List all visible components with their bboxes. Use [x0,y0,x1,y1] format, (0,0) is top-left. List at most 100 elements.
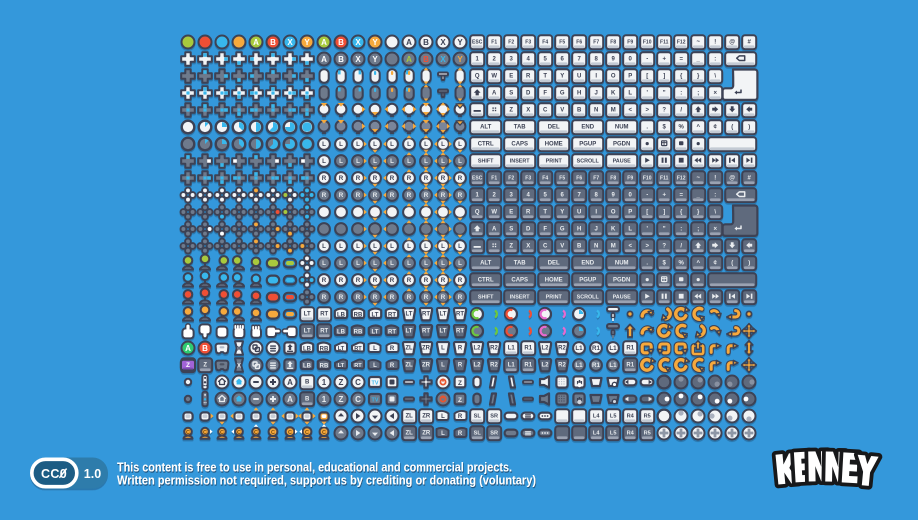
svg-text:ZR: ZR [422,345,431,351]
svg-text:L: L [390,141,394,148]
svg-text:L: L [441,414,445,420]
svg-text:ALT: ALT [480,260,492,266]
svg-text:R1: R1 [592,345,600,352]
svg-text:ALT: ALT [480,124,492,130]
svg-text:LB: LB [337,312,346,318]
svg-text:S: S [509,226,513,232]
svg-text:ZL: ZL [406,413,414,419]
svg-text:K: K [611,90,616,96]
svg-text:SCROLL: SCROLL [577,294,600,300]
svg-text:R: R [424,277,429,284]
svg-text:A: A [287,378,293,387]
svg-text:LT: LT [304,328,311,334]
svg-text:N: N [594,243,598,249]
svg-text:.: . [646,260,648,266]
svg-text:W: W [491,209,497,215]
svg-text:A: A [321,38,327,47]
svg-text:PRINT: PRINT [546,158,563,164]
svg-text:L: L [373,260,377,267]
svg-text:F6: F6 [576,175,582,181]
svg-text:X: X [526,107,530,113]
svg-text:C: C [543,243,548,249]
svg-text:L: L [322,141,326,148]
svg-text:SR: SR [490,430,498,436]
svg-text:F8: F8 [610,39,616,45]
svg-text:A: A [492,226,497,232]
svg-text:B: B [202,344,208,353]
svg-text:R: R [424,192,429,199]
svg-text:U: U [577,209,581,215]
svg-text:L: L [339,141,343,148]
svg-text:F: F [543,90,547,96]
svg-text:R4: R4 [627,413,635,419]
svg-text:L: L [373,141,377,148]
svg-text:L: L [441,362,445,368]
svg-text:R: R [373,277,378,284]
svg-text:LT: LT [406,328,413,334]
svg-text:B: B [305,379,310,385]
svg-text:@: @ [729,175,735,181]
svg-text:5: 5 [544,192,548,198]
svg-text:O: O [611,209,616,215]
svg-text:3: 3 [510,56,514,62]
svg-text:R: R [458,345,463,351]
svg-text:L: L [424,243,428,250]
svg-text:LT: LT [304,311,311,317]
svg-text:~: ~ [696,39,700,45]
svg-text:PGDN: PGDN [613,141,630,147]
svg-text:CTRL: CTRL [478,141,494,147]
svg-text:F10: F10 [643,39,652,45]
svg-text:R2: R2 [490,345,498,351]
svg-text:RT: RT [422,311,430,317]
svg-text:C: C [305,430,309,436]
svg-text:L: L [322,158,326,165]
svg-text:LT: LT [440,328,447,334]
svg-text:8: 8 [595,56,599,62]
svg-text:R2: R2 [490,362,498,368]
svg-text:INSERT: INSERT [510,294,530,300]
svg-text:R: R [390,192,395,199]
svg-text:PGUP: PGUP [579,141,596,147]
svg-text:R: R [373,294,378,301]
svg-text:]: ] [663,209,665,215]
svg-text:Z: Z [203,362,207,368]
svg-text:F9: F9 [627,175,633,181]
svg-text:{: { [680,73,683,79]
svg-text:ZL: ZL [405,345,413,351]
svg-text:SL: SL [474,430,482,436]
svg-text:P: P [628,209,632,215]
svg-text:R2: R2 [558,362,566,368]
svg-text:V: V [560,243,564,249]
svg-text:B: B [423,55,429,64]
svg-text:LT: LT [406,311,413,317]
svg-text:X: X [287,38,293,47]
svg-text::: : [680,90,682,96]
svg-text:X: X [355,55,361,64]
svg-text:A: A [406,38,412,47]
svg-text:R: R [390,363,395,369]
svg-text:RB: RB [320,346,329,352]
svg-text:R: R [322,192,327,199]
svg-text:×: × [713,226,717,232]
svg-text:F12: F12 [677,175,686,181]
svg-text:G: G [560,226,565,232]
svg-text:R: R [526,209,531,215]
svg-text:L: L [441,158,445,165]
svg-text:Y: Y [457,38,463,47]
svg-text:F3: F3 [525,175,531,181]
svg-text:L: L [373,158,377,165]
svg-text:H: H [577,90,581,96]
svg-text:R5: R5 [644,430,651,436]
svg-text:SR: SR [490,413,498,419]
svg-text:L: L [339,260,343,267]
svg-text:Y: Y [560,73,564,79]
svg-text:R1: R1 [592,362,600,369]
svg-text:L: L [458,141,462,148]
svg-text:6: 6 [561,192,565,198]
svg-text:PGDN: PGDN [613,277,630,283]
svg-text:R: R [339,175,344,182]
svg-text:L: L [424,260,428,267]
svg-text:PRINT: PRINT [546,294,563,300]
svg-text:F5: F5 [559,39,565,45]
svg-text:~: ~ [696,175,700,181]
